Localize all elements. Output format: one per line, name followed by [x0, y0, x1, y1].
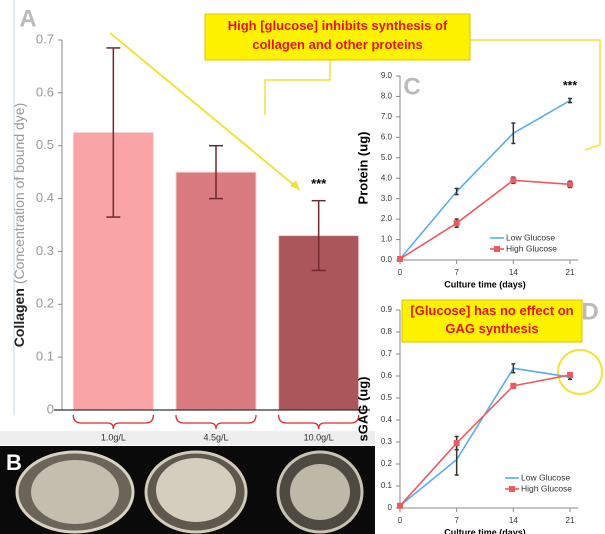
x-tick-label: 1.0g/L [101, 432, 126, 442]
y-axis-title: Collagen [11, 288, 27, 347]
y-tick-label: 4.0 [381, 173, 393, 182]
figure: B High [glucose] inhibits synthesis of c… [0, 0, 605, 534]
callout-arrowhead [290, 180, 300, 190]
y-tick-label: 0.8 [381, 327, 393, 336]
significance: *** [563, 79, 577, 93]
y-tick-label: 0 [47, 401, 54, 416]
callout-text: High [glucose] inhibits synthesis of col… [207, 16, 468, 54]
point [397, 503, 403, 509]
legend-label: High Glucose [521, 483, 572, 493]
y-tick-label: 0.5 [36, 137, 54, 152]
point [454, 220, 460, 226]
point [567, 181, 573, 187]
y-tick-label: 0.6 [381, 371, 393, 380]
sample-core [290, 464, 350, 520]
callout-text: [Glucose] has no effect on GAG synthesis [404, 302, 580, 338]
x-axis-label: Culture time (days) [444, 279, 526, 289]
y-tick-label: 0.0 [381, 255, 393, 264]
point [510, 177, 516, 183]
y-tick-label: 0.1 [36, 349, 54, 364]
y-axis-note: (Concentration of bound dye) [11, 103, 27, 284]
x-tick-label: 21 [566, 516, 575, 525]
legend-marker [509, 486, 515, 492]
y-tick-label: 0.3 [381, 437, 393, 446]
y-tick-label: 1.0 [381, 235, 393, 244]
significance: *** [311, 176, 327, 191]
point [510, 383, 516, 389]
bar [176, 172, 256, 410]
y-axis-label: Protein (ug) [355, 132, 370, 205]
category-brace [279, 415, 359, 429]
callout: High [glucose] inhibits synthesis of col… [207, 16, 468, 58]
y-tick-label: 9.0 [381, 71, 393, 80]
x-tick-label: 4.5g/L [203, 432, 228, 442]
category-brace [176, 415, 256, 429]
y-axis-label: Collagen (Concentration of bound dye) [11, 103, 27, 347]
x-tick-label: 7 [454, 516, 459, 525]
x-axis-label: Culture time (days) [444, 527, 526, 534]
x-tick-label: 10.0g/L [304, 432, 334, 442]
y-tick-label: 5.0 [381, 153, 393, 162]
panel-letter: C [403, 73, 420, 100]
category-brace [73, 415, 153, 429]
y-tick-label: 0.4 [36, 190, 54, 205]
y-tick-label: 2.0 [381, 214, 393, 223]
callout-bracket [470, 40, 600, 150]
x-tick-label: 21 [566, 268, 575, 277]
y-tick-label: 3.0 [381, 194, 393, 203]
legend-label: Low Glucose [521, 472, 570, 482]
sample-core [156, 458, 236, 522]
legend-marker [494, 246, 500, 252]
sample-core [31, 460, 119, 524]
y-tick-label: 0 [388, 503, 393, 512]
x-tick-label: 14 [509, 268, 518, 277]
y-tick-label: 0.1 [381, 481, 393, 490]
y-tick-label: 0.6 [36, 84, 54, 99]
y-tick-label: 0.2 [381, 459, 393, 468]
y-tick-label: 0.9 [381, 305, 393, 314]
y-tick-label: 0.5 [381, 393, 393, 402]
panel-letter: D [581, 298, 598, 325]
y-tick-label: 0.2 [36, 296, 54, 311]
y-tick-label: 7.0 [381, 112, 393, 121]
y-tick-label: 0.7 [381, 349, 393, 358]
callout: [Glucose] has no effect on GAG synthesis [404, 302, 580, 340]
point [454, 440, 460, 446]
x-tick-label: 7 [454, 268, 459, 277]
panel-letter: A [19, 5, 36, 32]
point [397, 256, 403, 262]
callout-circle [558, 350, 602, 394]
y-tick-label: 0.4 [381, 415, 393, 424]
legend-label: High Glucose [506, 243, 557, 253]
panel-letter: B [6, 450, 22, 475]
callout-bracket [265, 60, 330, 115]
y-tick-label: 0.3 [36, 243, 54, 258]
y-tick-label: 6.0 [381, 132, 393, 141]
x-tick-label: 0 [398, 516, 403, 525]
y-tick-label: 8.0 [381, 92, 393, 101]
point [567, 372, 573, 378]
legend-label: Low Glucose [506, 232, 555, 242]
x-tick-label: 14 [509, 516, 518, 525]
y-axis-label: sGAG (ug) [355, 377, 370, 442]
x-tick-label: 0 [398, 268, 403, 277]
y-tick-label: 0.7 [36, 31, 54, 46]
